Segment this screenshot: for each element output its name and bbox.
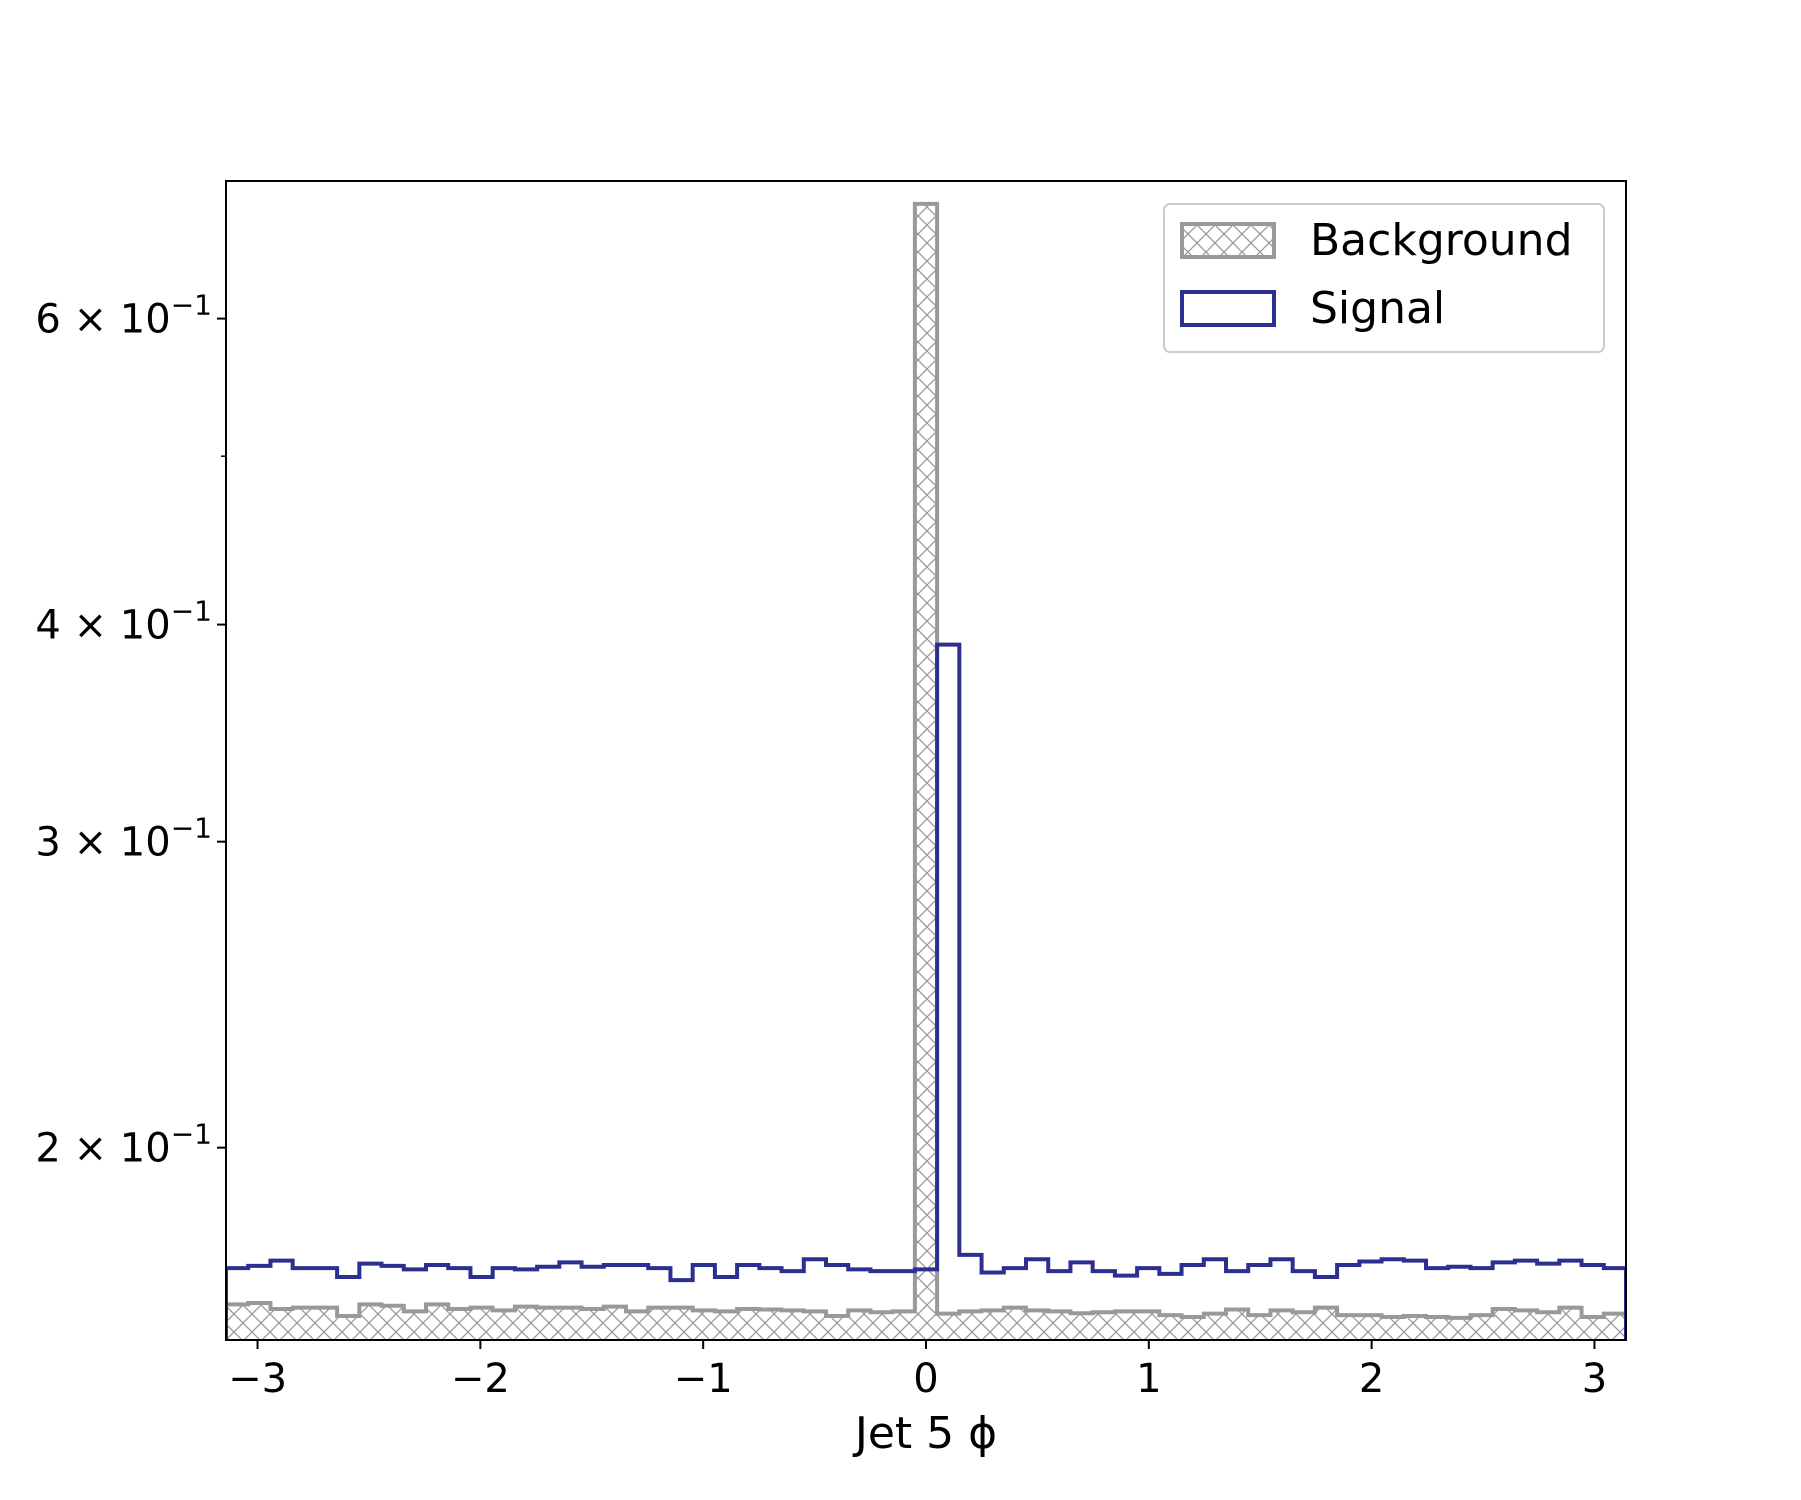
background-bin [581, 1308, 604, 1340]
background-bin [914, 203, 938, 1340]
x-tick-label: 3 [1582, 1356, 1607, 1402]
x-tick-label: −1 [674, 1356, 733, 1402]
y-tick-label: 6 × 10−1 [35, 289, 212, 343]
background-bin [1292, 1312, 1315, 1340]
background-bin [1270, 1310, 1293, 1340]
background-bin [426, 1304, 449, 1340]
background-bin [1603, 1313, 1626, 1340]
background-bin [626, 1311, 649, 1340]
background-bin [714, 1311, 738, 1340]
background-bin [1026, 1310, 1049, 1340]
background-bin [448, 1308, 471, 1340]
background-bin [403, 1311, 426, 1340]
background-bin [314, 1307, 338, 1340]
background-bin [270, 1308, 293, 1340]
legend-label-background: Background [1310, 215, 1573, 266]
background-bin [1359, 1315, 1382, 1340]
background-bin [1248, 1315, 1271, 1340]
background-bin [492, 1310, 515, 1340]
background-bin [1114, 1311, 1138, 1340]
background-bin [1403, 1316, 1426, 1340]
background-bin [226, 1304, 249, 1340]
background-bin [892, 1311, 915, 1340]
background-bin [292, 1307, 315, 1340]
background-bin [648, 1307, 671, 1340]
background-bin [981, 1310, 1004, 1340]
background-bin [826, 1316, 849, 1340]
signal-step-line [226, 642, 1626, 1340]
x-tick-label: −3 [228, 1356, 287, 1402]
background-bin [1314, 1307, 1338, 1340]
x-tick-label: 2 [1359, 1356, 1384, 1402]
y-axis: 2 × 10−1 3 × 10−1 4 × 10−1 6 × 10−1 [35, 289, 226, 1172]
x-tick-label: −2 [451, 1356, 510, 1402]
background-bin [692, 1310, 715, 1340]
background-bin [1137, 1311, 1160, 1340]
background-bin [1337, 1315, 1360, 1340]
background-bin [381, 1305, 404, 1340]
background-bin [1003, 1307, 1026, 1340]
background-bin [603, 1306, 626, 1340]
y-tick-label: 3 × 10−1 [35, 812, 212, 866]
background-bin [1159, 1315, 1182, 1340]
background-bin [803, 1311, 826, 1340]
x-axis: −3 −2 −1 0 1 2 3 [228, 1340, 1607, 1402]
background-bin [870, 1312, 893, 1340]
y-tick-label: 2 × 10−1 [35, 1118, 212, 1172]
background-bin [1181, 1316, 1204, 1340]
legend: Background Signal [1163, 203, 1605, 353]
background-bin [1203, 1313, 1226, 1340]
background-bin [937, 1313, 960, 1340]
y-tick-label: 4 × 10−1 [35, 595, 212, 649]
x-tick-label: 1 [1136, 1356, 1161, 1402]
background-bin [781, 1310, 804, 1340]
background-bin [1492, 1308, 1515, 1340]
background-bin [1537, 1312, 1560, 1340]
background-bin [1559, 1307, 1582, 1340]
background-bin [1581, 1316, 1604, 1340]
legend-swatch-signal [1180, 290, 1276, 327]
background-bin [1470, 1315, 1493, 1340]
background-bin [1092, 1312, 1115, 1340]
x-tick-label: 0 [913, 1356, 938, 1402]
background-bin [759, 1309, 782, 1340]
background-bin [470, 1307, 493, 1340]
background-bin [670, 1307, 693, 1340]
background-bin [1426, 1316, 1449, 1340]
background-step-line [226, 201, 1626, 1340]
background-bin [537, 1307, 560, 1340]
series-signal [226, 642, 1626, 1340]
background-bin [514, 1306, 538, 1340]
x-axis-label: Jet 5 ϕ [852, 1408, 997, 1459]
background-bin [1226, 1309, 1249, 1340]
background-bin [959, 1311, 982, 1340]
background-bin [848, 1310, 871, 1340]
background-bin [337, 1316, 360, 1340]
background-bin [1448, 1317, 1471, 1340]
background-bin [1381, 1316, 1404, 1340]
background-bin [359, 1304, 382, 1340]
background-bin [1070, 1313, 1093, 1340]
background-bin [1514, 1310, 1538, 1340]
series-background [226, 201, 1626, 1340]
background-bin [1048, 1311, 1071, 1340]
histogram-layer [226, 201, 1626, 1340]
background-bin [559, 1307, 582, 1340]
background-bin [737, 1308, 760, 1340]
legend-label-signal: Signal [1310, 283, 1445, 334]
legend-swatch-background [1180, 222, 1276, 259]
background-bin [248, 1302, 271, 1340]
